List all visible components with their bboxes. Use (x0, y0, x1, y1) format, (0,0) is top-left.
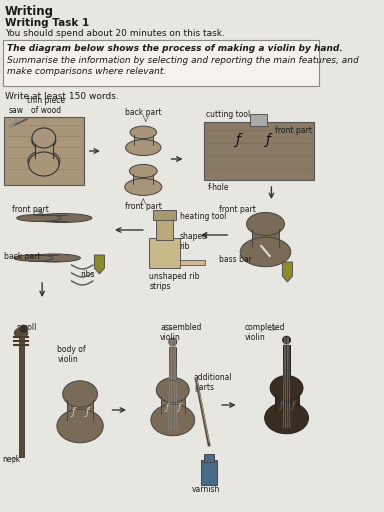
Text: back part: back part (4, 252, 41, 261)
Ellipse shape (265, 402, 308, 434)
Ellipse shape (169, 338, 177, 346)
Text: body of
violin: body of violin (57, 345, 86, 364)
Bar (200, 460, 217, 485)
Text: ribs: ribs (80, 270, 94, 279)
Text: thin piece
of wood: thin piece of wood (27, 96, 65, 115)
Text: cutting tool: cutting tool (206, 110, 250, 119)
Text: ƒ: ƒ (166, 403, 168, 412)
Bar (180, 260, 205, 265)
Text: back part: back part (125, 108, 162, 117)
Text: front part: front part (125, 202, 162, 211)
Bar (34, 215, 67, 221)
Text: varnish: varnish (191, 485, 220, 494)
Ellipse shape (14, 328, 28, 338)
Ellipse shape (17, 215, 61, 222)
Text: saw: saw (8, 106, 23, 115)
Text: ƒ: ƒ (265, 133, 270, 147)
Ellipse shape (28, 254, 80, 262)
Ellipse shape (14, 255, 53, 261)
Bar (156, 218, 173, 240)
Text: Writing: Writing (5, 5, 54, 18)
Ellipse shape (29, 152, 59, 176)
Text: neck: neck (3, 455, 21, 464)
Text: completed
violin: completed violin (245, 323, 285, 342)
Bar (18, 337, 25, 457)
Text: ƒ: ƒ (177, 403, 180, 412)
Ellipse shape (126, 140, 161, 156)
Text: ƒ: ƒ (72, 407, 75, 417)
Ellipse shape (156, 378, 189, 402)
Bar (275, 394, 299, 412)
Ellipse shape (63, 381, 98, 407)
Text: additional
parts: additional parts (194, 373, 232, 392)
Text: You should spend about 20 minutes on this task.: You should spend about 20 minutes on thi… (5, 29, 225, 38)
Ellipse shape (270, 376, 303, 400)
Ellipse shape (247, 212, 285, 236)
Bar (252, 229, 280, 247)
Text: ƒ: ƒ (279, 401, 282, 410)
Ellipse shape (151, 404, 195, 436)
Text: ƒ: ƒ (85, 407, 88, 417)
FancyBboxPatch shape (3, 40, 319, 86)
Text: Summarise the information by selecting and reporting the main features, and: Summarise the information by selecting a… (7, 56, 359, 65)
Bar (35, 144, 53, 158)
Bar (30, 255, 58, 261)
Bar (283, 345, 290, 378)
Bar (204, 122, 313, 180)
Text: unshaped rib
strips: unshaped rib strips (149, 272, 200, 291)
Bar (134, 135, 153, 145)
Bar (149, 238, 180, 268)
Text: Writing Task 1: Writing Task 1 (5, 18, 89, 28)
Text: front part: front part (275, 126, 312, 135)
Bar (250, 114, 267, 126)
Ellipse shape (19, 325, 28, 333)
Text: make comparisons where relevant.: make comparisons where relevant. (7, 67, 166, 76)
Text: assembled
violin: assembled violin (160, 323, 202, 342)
Bar (152, 210, 176, 220)
Bar (35, 144, 53, 158)
Bar (4, 117, 84, 185)
Text: front part: front part (12, 205, 49, 214)
Bar (204, 454, 214, 462)
Ellipse shape (283, 336, 291, 344)
Text: ƒ: ƒ (235, 133, 240, 147)
Bar (161, 396, 185, 414)
Ellipse shape (33, 214, 92, 223)
Text: heating tool: heating tool (180, 212, 226, 221)
Text: bass bar: bass bar (219, 255, 252, 264)
Bar (133, 174, 154, 184)
Text: f-hole: f-hole (208, 183, 230, 192)
Ellipse shape (129, 164, 157, 178)
Text: front part: front part (219, 205, 256, 214)
Text: ƒ: ƒ (291, 401, 294, 410)
Ellipse shape (57, 409, 103, 443)
Ellipse shape (240, 237, 291, 267)
Ellipse shape (130, 126, 157, 139)
Bar (67, 400, 93, 420)
Ellipse shape (125, 179, 162, 196)
Text: scroll: scroll (17, 323, 37, 332)
Ellipse shape (32, 128, 56, 148)
Text: shaped
rib: shaped rib (180, 232, 207, 251)
Text: Write at least 150 words.: Write at least 150 words. (5, 92, 119, 101)
Text: The diagram below shows the process of making a violin by hand.: The diagram below shows the process of m… (7, 44, 343, 53)
Bar (169, 347, 176, 380)
Polygon shape (94, 255, 104, 274)
Polygon shape (282, 262, 293, 282)
